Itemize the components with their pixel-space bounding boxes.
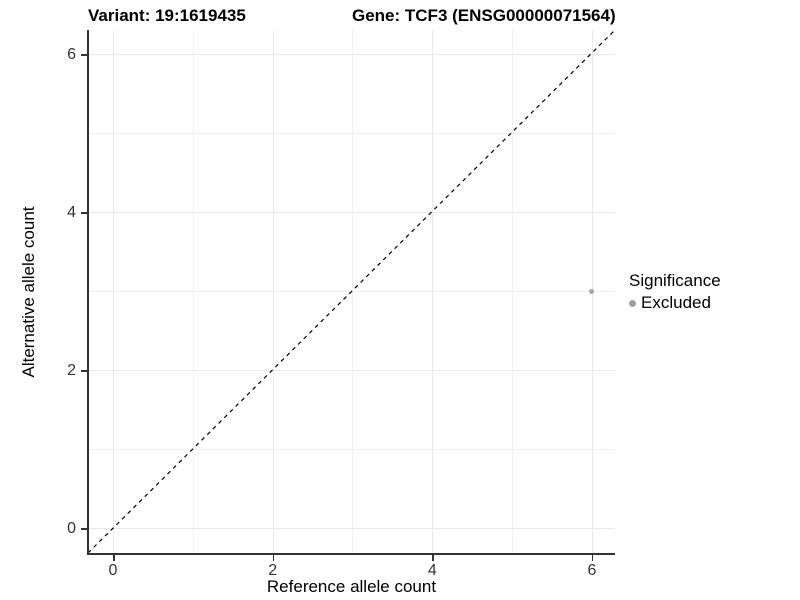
x-major-gridline	[432, 30, 434, 553]
x-tick-label: 2	[268, 562, 278, 579]
excluded-point-swatch-icon	[629, 299, 636, 307]
x-tick-label: 0	[108, 562, 118, 579]
x-tick-mark	[272, 555, 275, 561]
y-minor-gridline	[88, 133, 615, 134]
x-major-gridline	[113, 30, 114, 553]
y-tick-mark	[81, 370, 87, 372]
x-axis-title: Reference allele count	[266, 577, 437, 596]
y-major-gridline	[88, 212, 615, 213]
y-axis-line	[87, 30, 89, 554]
y-tick-mark	[81, 212, 87, 214]
plot-panel	[88, 30, 615, 553]
legend-item-excluded: Excluded	[629, 293, 721, 313]
x-tick-mark	[432, 555, 434, 561]
y-major-gridline	[88, 528, 615, 529]
x-tick-label: 4	[427, 562, 437, 579]
x-tick-mark	[113, 555, 115, 561]
legend-item-label: Excluded	[641, 293, 711, 312]
legend: Significance Excluded	[629, 271, 721, 313]
y-tick-mark	[81, 54, 87, 56]
y-minor-gridline	[88, 449, 615, 450]
y-tick-label: 6	[67, 45, 76, 63]
y-tick-mark	[81, 528, 87, 530]
legend-title: Significance	[629, 271, 721, 290]
y-axis-title: Alternative allele count	[19, 206, 38, 378]
y-tick-label: 2	[67, 361, 76, 379]
x-tick-label: 6	[587, 562, 597, 579]
y-major-gridline	[88, 370, 615, 371]
scatter-point	[589, 288, 595, 294]
y-tick-label: 0	[67, 519, 76, 537]
x-tick-mark	[591, 555, 594, 561]
identity-dashed-line	[88, 30, 615, 553]
gene-title: Gene: TCF3 (ENSG00000071564)	[352, 6, 616, 25]
variant-title: Variant: 19:1619435	[88, 6, 246, 25]
x-axis-line	[87, 553, 615, 555]
y-major-gridline	[88, 54, 615, 55]
x-major-gridline	[272, 30, 274, 553]
y-tick-label: 4	[67, 203, 76, 221]
